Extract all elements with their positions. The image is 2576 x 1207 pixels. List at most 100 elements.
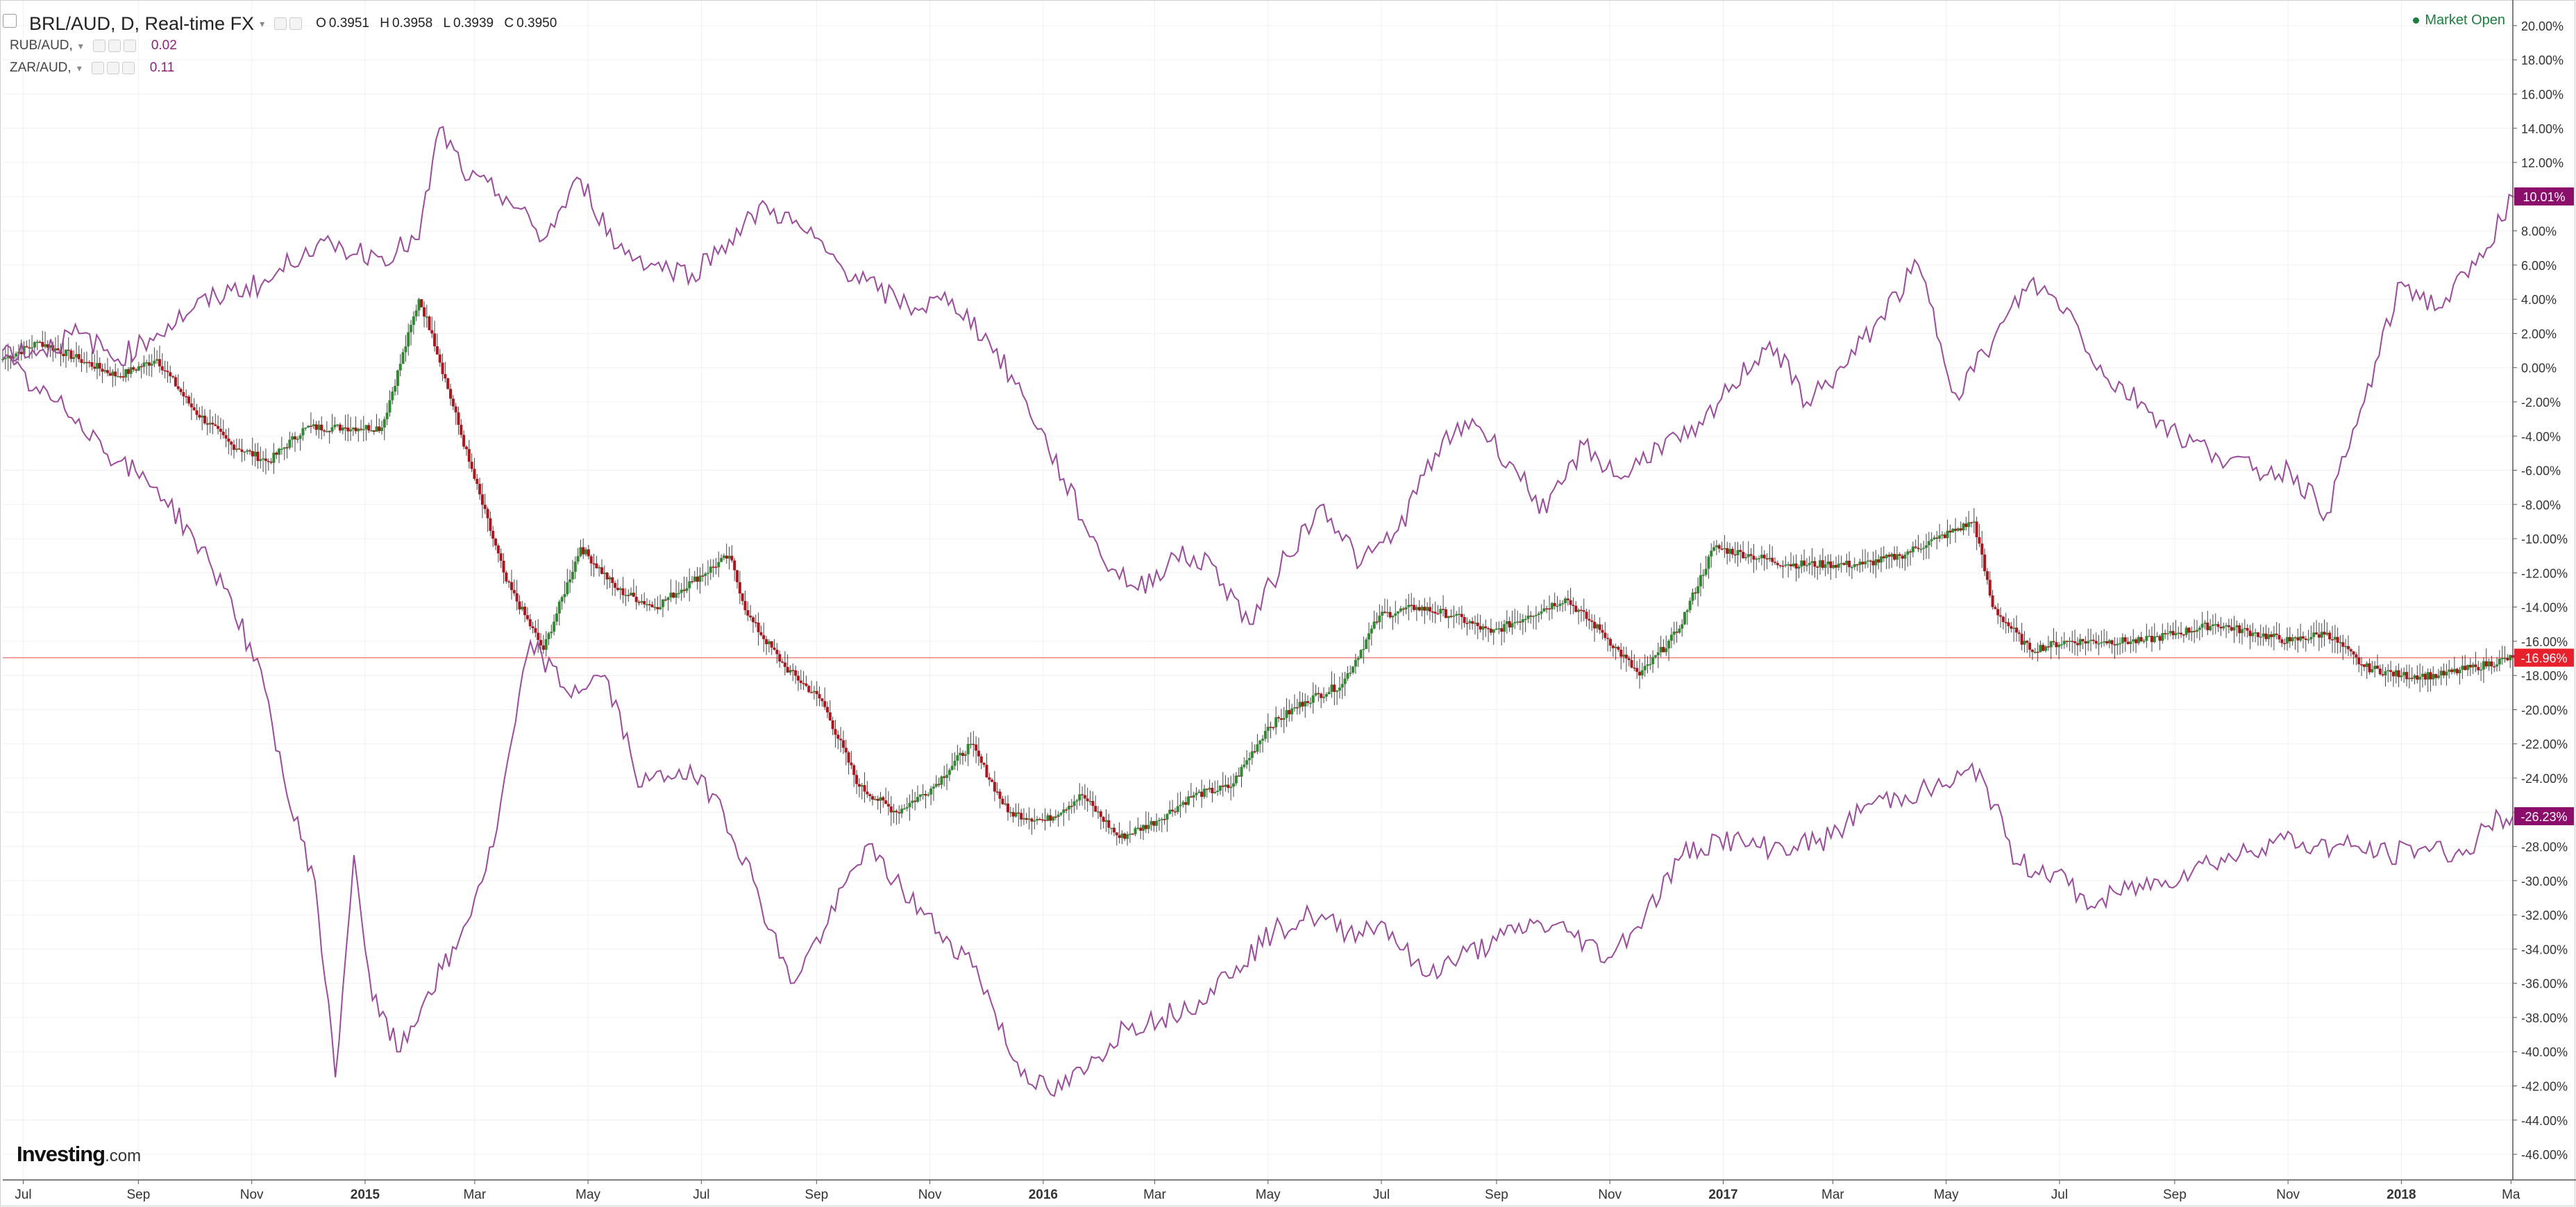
compare-symbol-label[interactable]: RUB/AUD, — [10, 38, 73, 53]
candle-body — [770, 641, 773, 648]
hide-icon[interactable] — [108, 40, 121, 52]
settings-icon[interactable] — [274, 17, 287, 30]
candle-body — [1824, 564, 1827, 568]
hide-icon[interactable] — [106, 62, 119, 74]
candle-body — [1370, 628, 1373, 634]
candle-body — [475, 478, 479, 484]
candle-body — [1603, 632, 1607, 639]
y-tick-label: -8.00% — [2521, 498, 2561, 512]
candle-body — [1529, 615, 1533, 617]
candle-body — [1858, 562, 1862, 566]
candle-body — [914, 800, 917, 802]
candle-body — [1731, 548, 1734, 555]
candle-body — [963, 754, 967, 757]
chevron-down-icon[interactable]: ▾ — [260, 17, 265, 29]
candle-body — [812, 691, 816, 693]
candle-body — [1386, 611, 1389, 614]
compare-row-zar[interactable]: ZAR/AUD, ▾ 0.11 — [10, 57, 557, 79]
candle-body — [2285, 636, 2289, 644]
candle-body — [682, 589, 686, 591]
candle-body — [2227, 625, 2230, 627]
candle-body — [1413, 605, 1416, 610]
chevron-down-icon[interactable]: ▾ — [76, 62, 82, 74]
hide-icon[interactable] — [289, 17, 303, 30]
candle-body — [2452, 668, 2456, 673]
close-icon[interactable] — [123, 40, 136, 52]
candle-body — [1091, 801, 1095, 807]
candle-body — [341, 427, 344, 431]
ohlc-open-key: O — [316, 16, 326, 31]
candle-body — [1954, 528, 1958, 531]
candle-body — [2293, 637, 2297, 639]
candle-body — [2049, 641, 2053, 648]
main-symbol-row[interactable]: BRL/AUD, D, Real-time FX ▾ O 0.3951 H 0.39… — [10, 12, 557, 35]
chevron-down-icon[interactable]: ▾ — [78, 40, 83, 51]
candle-body — [1755, 558, 1758, 560]
candle-body — [1659, 647, 1662, 652]
candle-body — [460, 425, 463, 435]
candle-body — [1449, 616, 1453, 617]
candle-body — [1099, 811, 1102, 817]
candle-body — [608, 577, 612, 580]
menu-icon[interactable] — [3, 14, 17, 28]
y-tick-label: -10.00% — [2521, 532, 2568, 546]
candle-body — [1197, 791, 1201, 793]
candle-body — [357, 428, 360, 432]
candle-body — [773, 648, 776, 650]
candle-body — [932, 786, 935, 789]
candle-body — [741, 593, 744, 601]
candle-body — [1027, 818, 1031, 820]
candle-body — [1537, 614, 1540, 616]
candle-body — [977, 750, 980, 757]
candle-body — [174, 377, 177, 387]
candle-body — [2206, 623, 2209, 630]
candle-body — [1590, 620, 1594, 622]
candle-body — [1399, 608, 1402, 611]
candle-body — [1760, 555, 1763, 559]
candle-body — [911, 800, 914, 803]
candle-body — [905, 807, 909, 809]
x-tick-label: Ma — [2502, 1188, 2520, 1202]
candle-body — [1232, 783, 1236, 787]
candle-body — [2060, 644, 2063, 645]
candle-body — [179, 389, 183, 392]
candle-body — [2081, 639, 2085, 641]
candle-body — [248, 450, 251, 452]
candle-body — [805, 683, 808, 686]
candle-body — [2094, 641, 2098, 644]
candle-body — [382, 419, 386, 428]
candle-body — [2200, 623, 2204, 628]
candle-body — [1630, 660, 1633, 668]
candle-body — [611, 577, 614, 583]
candle-body — [1481, 626, 1485, 630]
candle-body — [836, 734, 840, 739]
settings-icon[interactable] — [92, 40, 106, 52]
candle-body — [2225, 625, 2228, 627]
candle-body — [1728, 548, 1732, 554]
candle-body — [473, 469, 476, 479]
candle-body — [2407, 677, 2411, 680]
candle-body — [1723, 548, 1726, 550]
last-value-badge — [2514, 187, 2574, 206]
candle-body — [701, 575, 705, 577]
compare-symbol-label[interactable]: ZAR/AUD, — [10, 60, 71, 75]
candle-body — [807, 686, 811, 693]
candle-body — [264, 458, 267, 462]
compare-row-rub[interactable]: RUB/AUD, ▾ 0.02 — [10, 35, 557, 57]
candle-body — [65, 349, 68, 357]
candle-body — [518, 601, 521, 610]
main-symbol-label[interactable]: BRL/AUD, D, Real-time FX — [29, 12, 255, 34]
settings-icon[interactable] — [91, 62, 104, 74]
candle-body — [349, 429, 353, 432]
candle-body — [346, 428, 350, 432]
candle-body — [2386, 670, 2390, 671]
candle-body — [1940, 534, 1944, 536]
candle-body — [1853, 564, 1856, 567]
candle-body — [507, 581, 511, 583]
candle-body — [259, 459, 262, 462]
candle-body — [375, 426, 378, 432]
y-tick-label: -32.00% — [2521, 909, 2568, 922]
close-icon[interactable] — [121, 62, 135, 74]
candle-body — [1298, 702, 1302, 708]
